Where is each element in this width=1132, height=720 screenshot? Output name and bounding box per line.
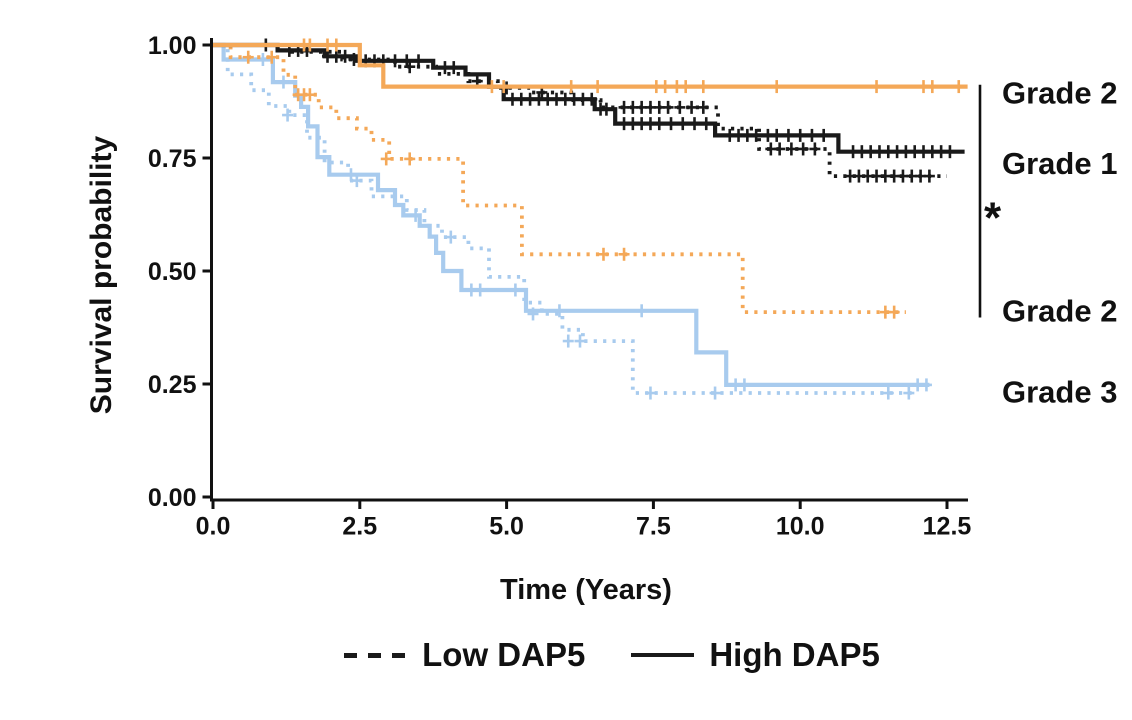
x-tick-label: 10.0 <box>776 513 825 541</box>
legend-label-high-dap5: High DAP5 <box>709 636 880 673</box>
solid-line-sample <box>631 653 695 657</box>
legend-item-low-dap5: Low DAP5 <box>344 636 585 674</box>
x-tick-label: 7.5 <box>636 513 671 541</box>
significance-asterisk: * <box>984 194 1002 243</box>
y-axis-title: Survival probability <box>85 135 118 415</box>
curve-grade3-high <box>213 42 930 387</box>
x-tick-label: 12.5 <box>923 513 972 541</box>
x-tick-label: 0.0 <box>196 513 231 541</box>
x-tick-label: 2.5 <box>342 513 377 541</box>
right-label-3-grade-3: Grade 3 <box>1002 374 1117 409</box>
y-tick-label: 0.75 <box>148 145 197 173</box>
x-tick-label: 5.0 <box>489 513 524 541</box>
x-axis-title: Time (Years) <box>500 574 672 606</box>
y-tick-label: 0.50 <box>148 258 197 286</box>
legend-label-low-dap5: Low DAP5 <box>422 636 586 673</box>
y-tick-label: 0.00 <box>148 484 197 512</box>
legend-item-high-dap5: High DAP5 <box>631 636 880 674</box>
y-tick-label: 0.25 <box>148 371 197 399</box>
right-label-0-grade-2: Grade 2 <box>1002 76 1117 111</box>
legend: Low DAP5 High DAP5 <box>46 636 1132 674</box>
dashed-line-sample <box>344 652 408 658</box>
y-tick-label: 1.00 <box>148 32 197 60</box>
right-label-2-grade-2: Grade 2 <box>1002 293 1117 328</box>
right-label-1-grade-1: Grade 1 <box>1002 146 1117 181</box>
